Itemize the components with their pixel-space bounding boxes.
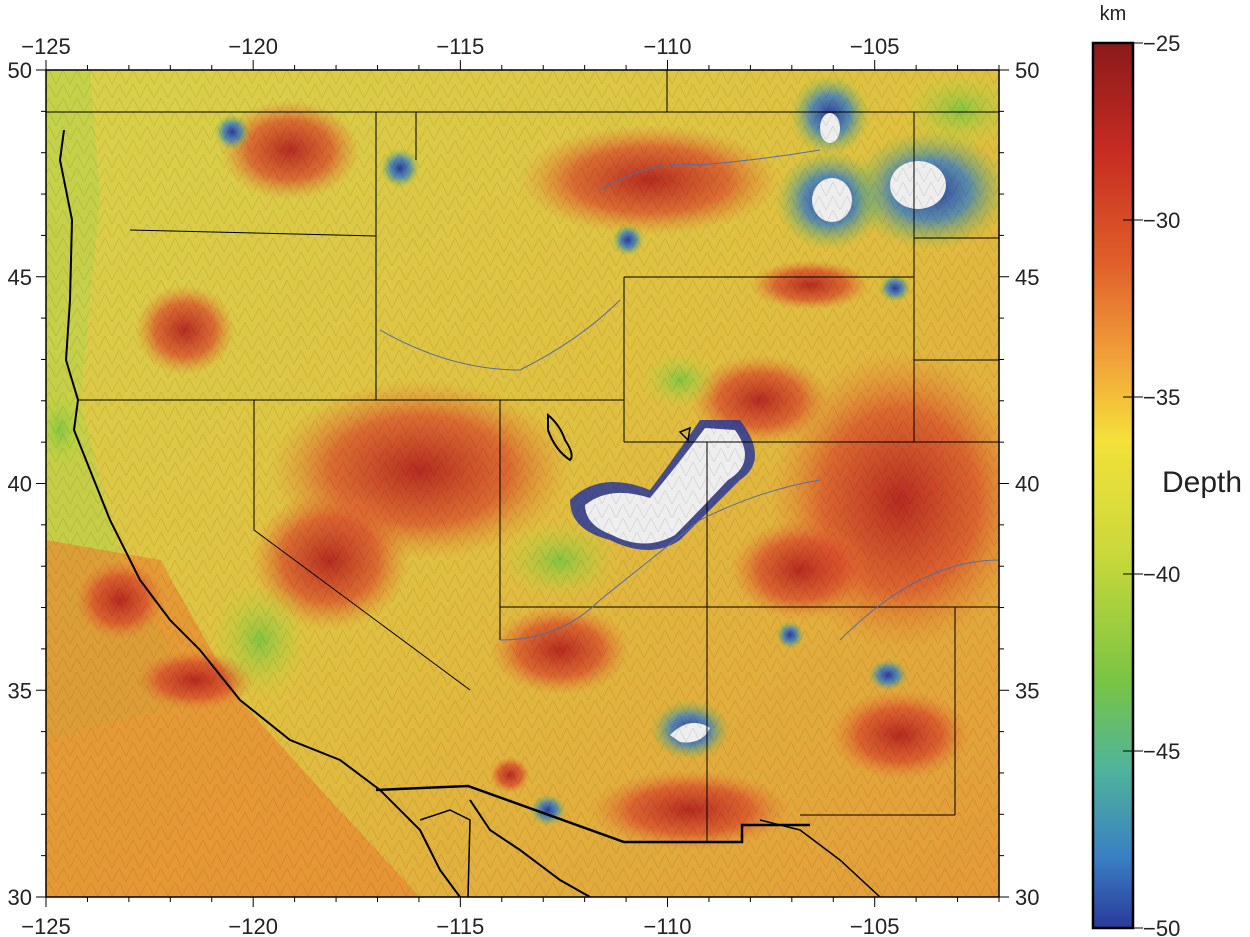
lat-label-right: 40 <box>1015 472 1039 497</box>
map-axis-labels: −125 −125 −120 −120 −115 −115 −110 −110 −105 −105… <box>8 34 1040 937</box>
colorbar-tick-label: −45 <box>1143 739 1180 764</box>
great-salt-lake <box>547 412 573 462</box>
lat-label-left: 50 <box>8 58 32 83</box>
lon-label-top: −120 <box>228 34 278 59</box>
lat-label-left: 45 <box>8 265 32 290</box>
colorbar-tick-label: −30 <box>1143 208 1180 233</box>
lon-label-top: −105 <box>850 34 900 59</box>
lat-label-left: 30 <box>8 885 32 910</box>
map-area <box>46 70 999 897</box>
colorbar-tick-label: −35 <box>1143 385 1180 410</box>
colorbar-tick-label: −25 <box>1143 31 1180 56</box>
lon-label-bottom: −105 <box>850 914 900 937</box>
international-border <box>375 784 810 844</box>
lon-label-bottom: −110 <box>644 914 692 937</box>
river <box>599 149 821 191</box>
colorbar-unit: km <box>1100 3 1127 25</box>
lat-label-right: 35 <box>1015 678 1039 703</box>
colorbar-ticks: −25 −30 −35 −40 −45 −50 <box>1123 31 1180 937</box>
lon-label-bottom: −115 <box>436 914 484 937</box>
lat-label-right: 30 <box>1015 885 1039 910</box>
state-borders <box>46 70 999 842</box>
colorbar <box>1091 41 1135 930</box>
map-tick-marks <box>36 60 1009 907</box>
lon-label-top: −115 <box>436 34 484 59</box>
colorbar-tick-label: −40 <box>1143 562 1180 587</box>
lon-label-bottom: −125 <box>21 914 71 937</box>
lon-label-bottom: −120 <box>228 914 278 937</box>
lat-label-left: 35 <box>8 678 32 703</box>
lat-label-right: 50 <box>1015 58 1039 83</box>
colorbar-title: Depth <box>1162 466 1242 499</box>
lat-label-left: 40 <box>8 472 32 497</box>
shaded-relief <box>46 70 999 897</box>
lon-label-top: −110 <box>644 34 692 59</box>
lon-label-top: −125 <box>21 34 71 59</box>
lat-label-right: 45 <box>1015 265 1039 290</box>
colorbar-tick-label: −50 <box>1143 916 1180 937</box>
